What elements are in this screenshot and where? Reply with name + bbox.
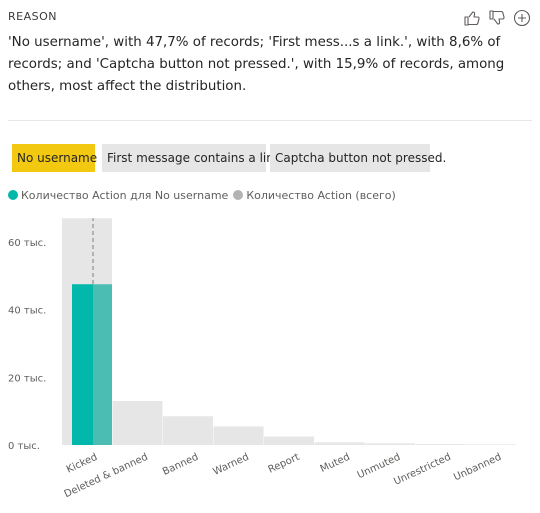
visual-toolbar [462, 8, 532, 28]
bar-total [112, 401, 163, 445]
chip-first-message-link[interactable]: First message contains a link. [102, 144, 285, 172]
divider [8, 120, 532, 121]
chart-legend: Количество Action для No username Количе… [8, 187, 401, 203]
insight-summary-text: 'No username', with 47,7% of records; 'F… [8, 35, 505, 94]
plus-circle-icon[interactable] [512, 8, 532, 28]
x-category-label: Kicked [65, 452, 99, 476]
thumbs-up-icon[interactable] [462, 8, 482, 28]
bar-total [314, 442, 365, 445]
chip-captcha-not-pressed[interactable]: Captcha button not pressed. [270, 144, 446, 172]
x-category-label: Deleted & banned [63, 452, 150, 500]
x-category-label: Unbanned [452, 452, 503, 484]
y-tick-label: 20 тыс. [8, 373, 46, 384]
legend-dot-gray [233, 190, 244, 200]
chip-no-username[interactable]: No username [12, 144, 97, 172]
x-category-label: Warned [212, 452, 251, 478]
y-axis: 0 тыс. 20 тыс. 40 тыс. 60 тыс. [8, 238, 46, 452]
bar-total [163, 416, 213, 445]
legend-item-no-username: Количество Action для No username [8, 189, 228, 202]
bar-chart: 0 тыс. 20 тыс. 40 тыс. 60 тыс. KickedDelete… [8, 218, 516, 500]
legend-label-no-username: Количество Action для No username [21, 188, 229, 202]
thumbs-down-icon[interactable] [487, 8, 507, 28]
bar-selected [72, 284, 93, 445]
bar-total [213, 426, 264, 445]
bar-total [415, 443, 466, 445]
x-category-label: Unrestricted [392, 452, 453, 488]
visual-header-label: REASON [8, 10, 57, 23]
y-tick-label: 0 тыс. [8, 441, 40, 452]
bar-total [264, 436, 314, 445]
y-tick-label: 60 тыс. [8, 238, 46, 249]
x-category-label: Report [267, 452, 302, 476]
y-tick-label: 40 тыс. [8, 306, 46, 317]
bar-total [365, 443, 415, 445]
chart-bars [62, 218, 516, 445]
x-category-label: Muted [319, 452, 352, 475]
bar-total [466, 444, 516, 445]
x-category-label: Banned [161, 452, 200, 478]
legend-dot-teal [8, 190, 18, 200]
bar-selected-overlap [93, 284, 112, 445]
legend-label-total: Количество Action (всего) [246, 188, 396, 202]
legend-item-total: Количество Action (всего) [233, 189, 396, 202]
